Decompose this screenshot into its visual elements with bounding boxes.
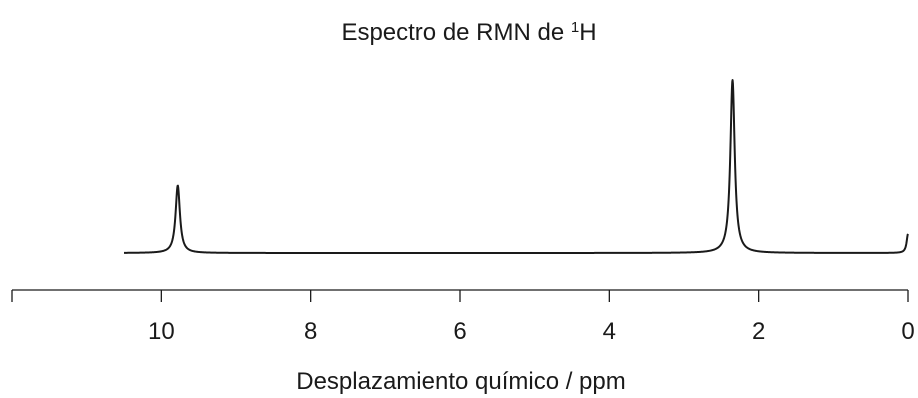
x-tick-label: 6 xyxy=(453,318,466,345)
title-suffix: H xyxy=(579,19,596,46)
x-tick-label: 4 xyxy=(603,318,616,345)
chart-title: Espectro de RMN de 1H xyxy=(341,19,596,47)
x-tick-label: 2 xyxy=(752,318,765,345)
x-axis-label: Desplazamiento químico / ppm xyxy=(296,368,625,395)
title-superscript: 1 xyxy=(571,19,579,36)
x-tick-label: 0 xyxy=(901,318,914,345)
title-main: Espectro de RMN de xyxy=(341,19,570,46)
plot-area xyxy=(123,79,909,254)
x-axis: 10 8 6 4 2 0 xyxy=(11,289,915,345)
x-tick-label: 8 xyxy=(304,318,317,345)
spectrum-line xyxy=(123,79,909,254)
x-tick-label: 10 xyxy=(148,318,175,345)
